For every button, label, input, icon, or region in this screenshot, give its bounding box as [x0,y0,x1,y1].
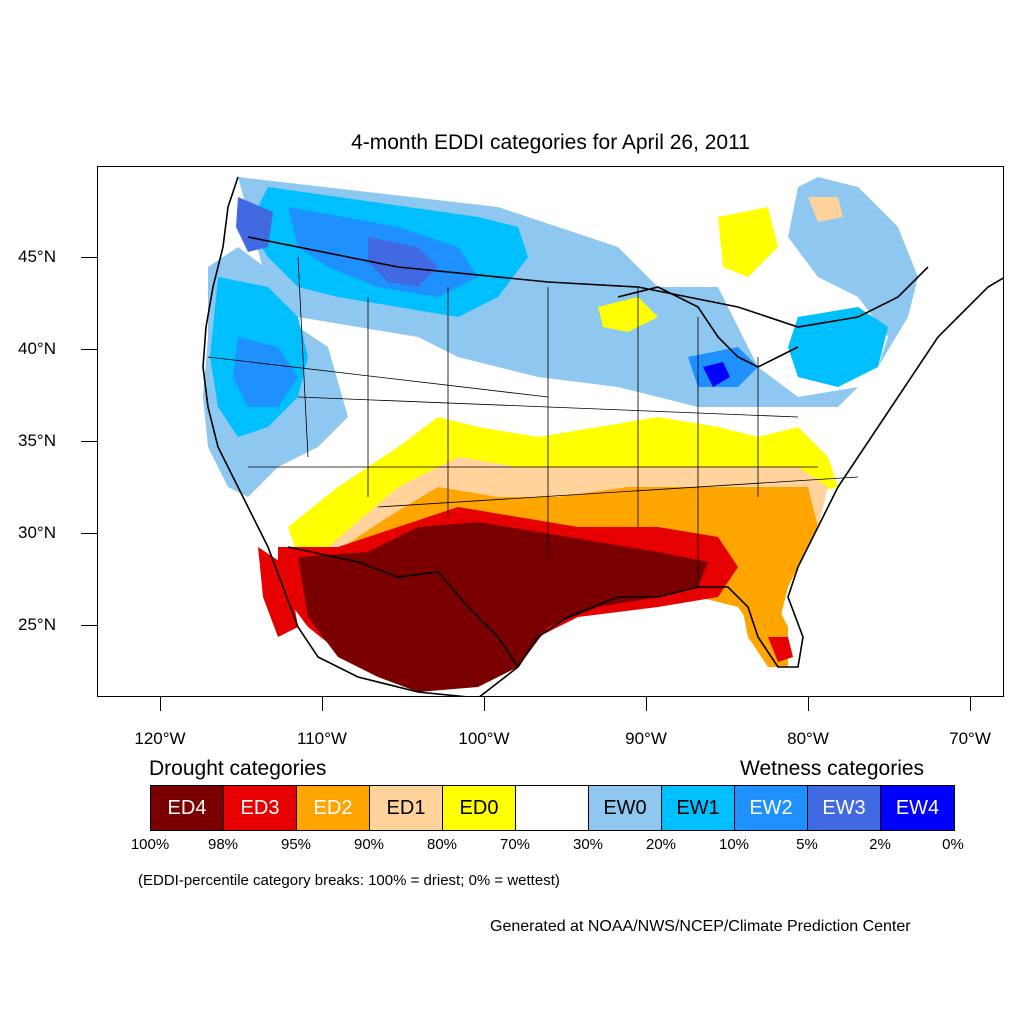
wetness-categories-heading: Wetness categories [740,757,925,780]
lon-tick [160,697,161,711]
lat-label: 30°N [18,523,56,542]
lon-label: 120°W [134,729,186,748]
lat-label: 40°N [18,339,56,358]
percentile-label: 0% [942,836,964,853]
legend-swatch: ED2 [297,786,370,830]
lon-label: 80°W [787,729,829,748]
legend-swatch: ED3 [224,786,297,830]
lat-tick [81,441,97,442]
percentile-label: 30% [572,836,604,853]
lat-label: 45°N [18,247,56,266]
lon-tick [322,697,323,711]
lon-label: 70°W [949,729,991,748]
great-lakes [617,286,799,368]
percentile-note: (EDDI-percentile category breaks: 100% =… [138,872,560,889]
lon-tick [808,697,809,711]
ed1-region-northeast [808,197,843,222]
ew2-region-west [233,337,298,407]
ed4-region-south [298,522,708,692]
map-title: 4-month EDDI categories for April 26, 20… [351,131,750,154]
state-lines [207,256,859,587]
legend-swatch [516,786,589,830]
percentile-label: 10% [718,836,750,853]
percentile-label: 100% [130,836,170,853]
ew3-region-north [368,237,438,287]
lat-tick [81,625,97,626]
legend-swatch: EW3 [808,786,881,830]
lat-tick [81,257,97,258]
legend-swatch: EW2 [735,786,808,830]
legend-swatch: EW4 [881,786,954,830]
legend-swatch: ED0 [443,786,516,830]
boundary-lines [202,176,1003,696]
percentile-label: 80% [426,836,458,853]
ew1-region-east [788,307,888,387]
canada-border [247,236,929,328]
percentile-label: 70% [499,836,531,853]
credit-line: Generated at NOAA/NWS/NCEP/Climate Predi… [490,918,911,935]
lat-label: 25°N [18,615,56,634]
lat-tick [81,349,97,350]
percentile-label: 90% [353,836,385,853]
percentile-label: 95% [280,836,312,853]
lat-label: 35°N [18,431,56,450]
percentile-label: 98% [207,836,239,853]
lat-tick [81,533,97,534]
ew3-region-nw [236,197,273,252]
ed0-region-michigan [598,297,658,332]
legend-swatch: EW1 [662,786,735,830]
legend-swatch: EW0 [589,786,662,830]
drought-categories-heading: Drought categories [149,757,327,780]
ew4-region-michigan [703,362,730,387]
category-fields [203,177,918,692]
map-panel [97,166,1004,697]
ed3-region-florida [768,637,793,662]
ed3-region-baja [258,547,298,637]
lon-tick [970,697,971,711]
percentile-label: 5% [796,836,818,853]
lon-label: 100°W [458,729,510,748]
legend-swatch: ED1 [370,786,443,830]
ed0-region-northeast [718,207,778,277]
gulf-coastline [479,277,1003,696]
lon-label: 110°W [297,729,347,748]
lon-tick [646,697,647,711]
lon-label: 90°W [625,729,667,748]
pacific-coastline [202,176,467,696]
mexico-border [287,546,519,668]
category-legend: ED4 ED3 ED2 ED1 ED0 EW0 EW1 EW2 EW3 EW4 [150,785,955,831]
legend-swatch: ED4 [151,786,224,830]
ed0-region-south [288,417,838,567]
lon-tick [484,697,485,711]
eddi-map [202,176,1003,696]
percentile-label: 2% [869,836,891,853]
percentile-label: 20% [645,836,677,853]
